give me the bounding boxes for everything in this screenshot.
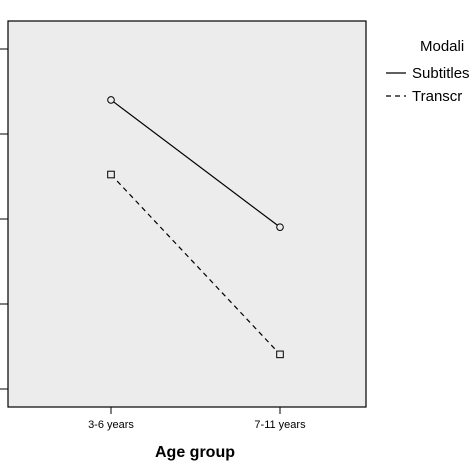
data-point-subtitles (107, 96, 115, 104)
data-point-transcr (276, 350, 284, 359)
legend-entry: Transcr (412, 88, 462, 105)
series-line-subtitles (110, 99, 281, 228)
plot-area (7, 20, 367, 408)
x-axis-label: Age group (155, 444, 235, 461)
x-tick-label: 7-11 years (254, 419, 306, 431)
data-point-subtitles (276, 223, 284, 231)
data-point-transcr (107, 170, 115, 179)
legend-title: Modali (420, 38, 464, 55)
x-tick-label: 3-6 years (88, 419, 134, 431)
legend-entry: Subtitles (412, 65, 470, 82)
